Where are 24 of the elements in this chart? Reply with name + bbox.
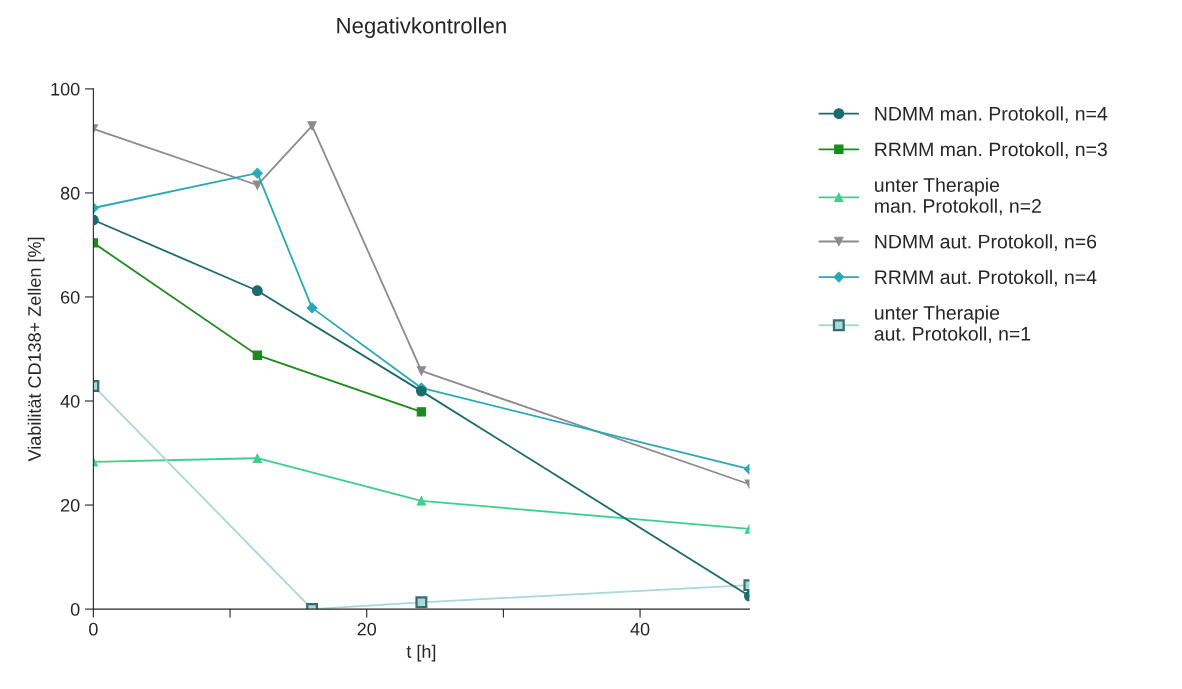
legend-label: NDMM man. Protokoll, n=4	[875, 106, 1108, 123]
x-tick-label: 20	[357, 622, 377, 636]
chart-title: Negativkontrollen	[337, 17, 506, 38]
y-tick-label: 20	[61, 498, 80, 512]
x-tick-label: 0	[89, 622, 98, 636]
point	[252, 350, 263, 360]
legend-label: RRMM aut. Protokoll, n=4	[875, 269, 1097, 287]
x-axis-title: t [h]	[406, 644, 436, 662]
point	[306, 302, 318, 314]
y-tick-label: 60	[61, 290, 80, 304]
point	[416, 407, 427, 417]
y-tick-label: 100	[51, 82, 80, 96]
point	[307, 121, 317, 131]
x-tick-label: 40	[630, 622, 650, 636]
legend-label: unter Therapie man. Protokoll, n=2	[875, 177, 1041, 216]
legend-label: RRMM man. Protokoll, n=3	[875, 142, 1107, 159]
y-tick-label: 80	[60, 186, 80, 200]
y-tick-label: 40	[60, 394, 80, 408]
point	[416, 366, 427, 376]
legend-label: NDMM aut. Protokoll, n=6	[875, 234, 1097, 251]
point	[251, 167, 263, 179]
legend-label: unter Therapie aut. Protokoll, n=1	[874, 305, 1031, 343]
y-tick-label: 0	[70, 603, 80, 616]
y-axis-title: Viabilität CD138+ Zellen [%]	[27, 237, 45, 462]
